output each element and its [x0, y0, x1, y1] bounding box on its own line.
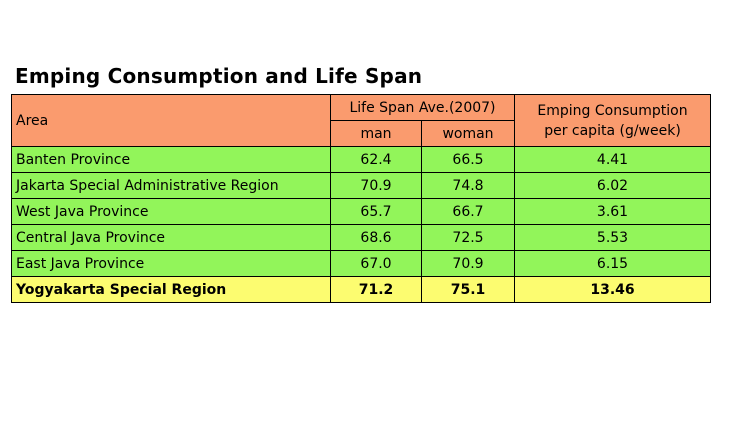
cell-area: East Java Province — [11, 250, 331, 277]
table-row: Central Java Province 68.6 72.5 5.53 — [11, 224, 711, 251]
table-row: Jakarta Special Administrative Region 70.… — [11, 172, 711, 199]
cell-area: West Java Province — [11, 198, 331, 225]
cell-man: 71.2 — [330, 276, 422, 303]
cell-consumption: 6.15 — [514, 250, 711, 277]
cell-man: 62.4 — [330, 146, 422, 173]
header-man: man — [330, 120, 422, 147]
header-consumption-line2: per capita (g/week) — [544, 122, 681, 139]
header-consumption: Emping Consumption per capita (g/week) — [514, 94, 711, 147]
cell-consumption: 13.46 — [514, 276, 711, 303]
cell-area: Banten Province — [11, 146, 331, 173]
cell-consumption: 6.02 — [514, 172, 711, 199]
cell-man: 70.9 — [330, 172, 422, 199]
cell-area: Yogyakarta Special Region — [11, 276, 331, 303]
cell-woman: 75.1 — [421, 276, 515, 303]
cell-consumption: 3.61 — [514, 198, 711, 225]
highlight-row: Yogyakarta Special Region 71.2 75.1 13.4… — [11, 276, 711, 303]
table-row: West Java Province 65.7 66.7 3.61 — [11, 198, 711, 225]
header-consumption-line1: Emping Consumption — [537, 102, 688, 119]
cell-area: Central Java Province — [11, 224, 331, 251]
data-table: Area Life Span Ave.(2007) Emping Consump… — [11, 94, 711, 303]
cell-man: 65.7 — [330, 198, 422, 225]
cell-consumption: 4.41 — [514, 146, 711, 173]
cell-man: 68.6 — [330, 224, 422, 251]
table-body: Banten Province 62.4 66.5 4.41 Jakarta Speci… — [11, 146, 711, 277]
header-area: Area — [11, 94, 331, 147]
header-row-1: Area Life Span Ave.(2007) Emping Consump… — [11, 94, 711, 147]
cell-consumption: 5.53 — [514, 224, 711, 251]
table-row: Banten Province 62.4 66.5 4.41 — [11, 146, 711, 173]
header-row-2: man woman — [12, 120, 711, 147]
table-row: East Java Province 67.0 70.9 6.15 — [11, 250, 711, 277]
table-title: Emping Consumption and Life Span — [15, 64, 423, 88]
cell-area: Jakarta Special Administrative Region — [11, 172, 331, 199]
cell-man: 67.0 — [330, 250, 422, 277]
header-woman: woman — [421, 120, 515, 147]
cell-woman: 72.5 — [421, 224, 515, 251]
cell-woman: 66.5 — [421, 146, 515, 173]
cell-woman: 70.9 — [421, 250, 515, 277]
header-life-span: Life Span Ave.(2007) — [330, 94, 515, 121]
cell-woman: 74.8 — [421, 172, 515, 199]
cell-woman: 66.7 — [421, 198, 515, 225]
